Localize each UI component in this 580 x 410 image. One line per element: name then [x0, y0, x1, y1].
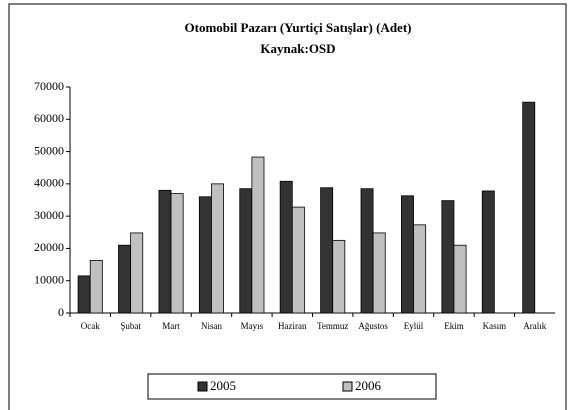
bar	[118, 244, 132, 314]
y-tick-label: 40000	[34, 176, 64, 190]
x-tick-label: Ocak	[81, 321, 100, 331]
bar	[401, 195, 414, 314]
x-tick-label: Kasım	[483, 321, 507, 331]
y-tick-label: 20000	[34, 240, 64, 254]
chart-title: Otomobil Pazarı (Yurtiçi Satışlar) (Adet…	[185, 20, 412, 35]
legend-swatch	[342, 381, 353, 392]
y-tick-label: 50000	[34, 143, 64, 157]
bar	[279, 180, 293, 314]
y-tick-label: 0	[58, 305, 64, 319]
bar	[77, 275, 91, 314]
bar	[320, 187, 334, 314]
bar	[360, 188, 374, 314]
bar	[158, 189, 172, 314]
bar	[453, 244, 467, 314]
x-tick-label: Nisan	[201, 321, 222, 331]
legend-label: 2005	[210, 378, 236, 393]
x-tick-label: Eylül	[404, 321, 424, 331]
x-tick-label: Ağustos	[358, 321, 388, 331]
bar	[481, 190, 495, 314]
bar	[211, 183, 224, 314]
bar	[413, 224, 427, 314]
y-tick-label: 30000	[34, 208, 64, 222]
x-tick-label: Ekim	[444, 321, 464, 331]
bar	[170, 193, 184, 314]
x-tick-label: Temmuz	[317, 321, 348, 331]
bar	[522, 101, 536, 314]
x-tick-label: Şubat	[120, 321, 141, 331]
y-tick-label: 10000	[34, 272, 64, 286]
chart-subtitle: Kaynak:OSD	[260, 41, 335, 56]
bar	[130, 232, 144, 314]
bar	[251, 156, 265, 314]
bar	[291, 206, 305, 314]
bar	[332, 239, 346, 314]
bar	[441, 200, 455, 314]
bar	[198, 196, 212, 314]
legend-swatch	[197, 381, 208, 392]
x-tick-label: Haziran	[278, 321, 307, 331]
x-tick-label: Mayıs	[241, 321, 264, 331]
bar	[89, 259, 103, 314]
bar	[372, 232, 386, 314]
legend-label: 2006	[355, 378, 382, 393]
y-tick-label: 70000	[34, 79, 64, 93]
y-tick-label: 60000	[34, 111, 64, 125]
x-tick-label: Mart	[162, 321, 180, 331]
bar	[239, 188, 253, 314]
x-tick-label: Aralık	[523, 321, 546, 331]
legend-box	[147, 373, 437, 400]
